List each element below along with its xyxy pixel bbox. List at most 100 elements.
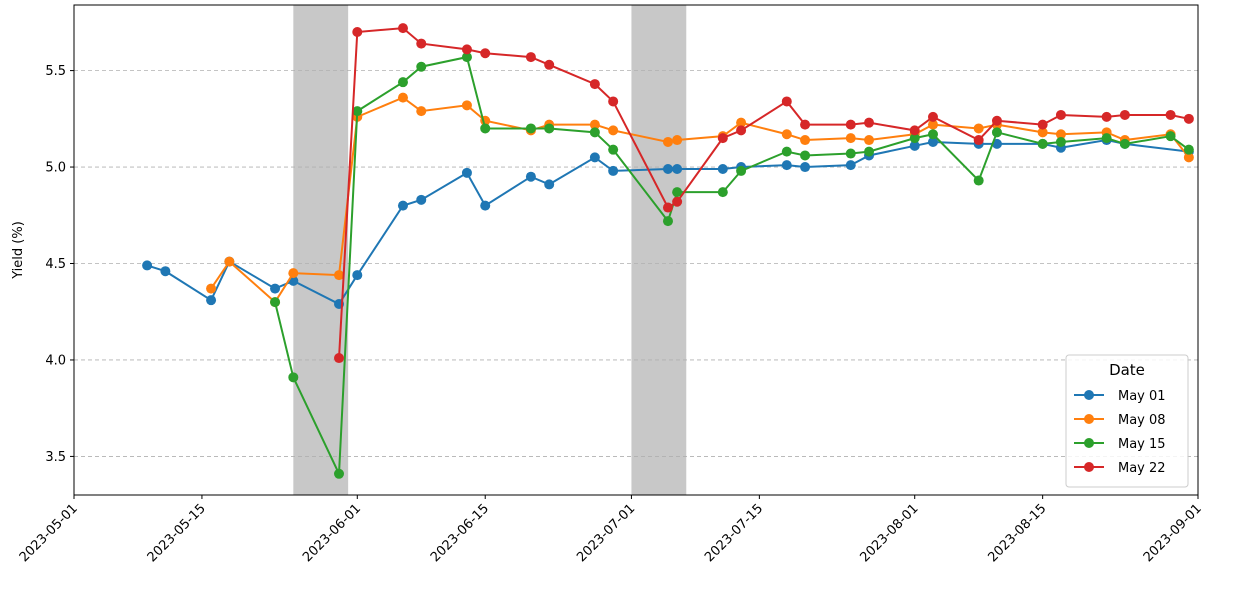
x-tick-label: 2023-08-01 [858, 501, 922, 565]
data-point [480, 200, 491, 211]
data-point [1037, 127, 1048, 138]
data-point [662, 136, 673, 147]
data-point [461, 167, 472, 178]
legend-marker [1084, 414, 1094, 424]
data-point [973, 175, 984, 186]
data-point [461, 100, 472, 111]
data-point [608, 165, 619, 176]
legend-label: May 08 [1118, 413, 1166, 428]
data-point [416, 38, 427, 49]
data-point [352, 27, 363, 38]
data-point [334, 270, 345, 281]
data-point [845, 133, 856, 144]
data-point [589, 127, 600, 138]
x-tick-label: 2023-06-01 [300, 501, 364, 565]
data-point [397, 23, 408, 34]
data-point [544, 59, 555, 70]
y-tick-label: 4.0 [45, 353, 66, 368]
data-point [800, 135, 811, 146]
x-tick-label: 2023-07-15 [702, 501, 766, 565]
data-point [662, 216, 673, 227]
data-point [845, 148, 856, 159]
series-line [338, 27, 1190, 359]
data-point [525, 123, 536, 134]
data-point [800, 119, 811, 130]
shaded-span [293, 5, 349, 495]
data-point [142, 260, 153, 271]
data-point [781, 146, 792, 157]
data-point [1037, 138, 1048, 149]
data-point [1101, 133, 1112, 144]
data-point [909, 140, 920, 151]
y-tick-label: 3.5 [45, 450, 66, 465]
data-point [717, 163, 728, 174]
data-point [927, 119, 938, 130]
data-point [781, 160, 792, 171]
data-point [608, 125, 619, 136]
data-point [909, 133, 920, 144]
data-point [206, 295, 217, 306]
y-tick-label: 5.5 [45, 64, 66, 79]
data-point [672, 187, 683, 198]
data-point [845, 119, 856, 130]
data-point [334, 468, 345, 479]
data-point [864, 135, 875, 146]
data-point [927, 136, 938, 147]
data-point [206, 283, 217, 294]
legend: Date May 01 May 08 May 15 May 22 [1065, 354, 1189, 488]
data-point [397, 77, 408, 88]
data-point [589, 79, 600, 90]
data-point [672, 196, 683, 207]
data-point [480, 123, 491, 134]
data-point [927, 129, 938, 140]
data-point [1055, 136, 1066, 147]
shaded-span [631, 5, 687, 495]
data-point [1183, 152, 1194, 163]
legend-marker [1084, 438, 1094, 448]
data-point [1165, 131, 1176, 142]
data-point [781, 129, 792, 140]
x-tick-label: 2023-05-15 [145, 501, 209, 565]
data-point [1183, 144, 1194, 155]
data-point [461, 44, 472, 55]
data-point [525, 52, 536, 63]
y-axis-label: Yield (%) [11, 221, 26, 280]
data-point [397, 92, 408, 103]
y-tick-label: 4.5 [45, 257, 66, 272]
legend-marker [1084, 390, 1094, 400]
data-point [270, 297, 281, 308]
data-point [717, 133, 728, 144]
data-point [909, 125, 920, 136]
data-point [662, 163, 673, 174]
data-point [608, 144, 619, 155]
legend-box [1065, 354, 1189, 488]
data-point [1037, 119, 1048, 130]
data-point [672, 135, 683, 146]
data-point [672, 163, 683, 174]
data-point [1055, 129, 1066, 140]
data-point [525, 171, 536, 182]
x-tick-label: 2023-06-15 [428, 501, 492, 565]
data-point [589, 152, 600, 163]
data-point [416, 194, 427, 205]
data-point [1165, 109, 1176, 120]
x-tick-label: 2023-05-01 [17, 501, 81, 565]
x-tick-label: 2023-09-01 [1141, 501, 1205, 565]
data-point [589, 119, 600, 130]
data-point [973, 135, 984, 146]
data-point [416, 106, 427, 117]
data-point [160, 266, 171, 277]
data-point [1119, 109, 1130, 120]
data-point [397, 200, 408, 211]
plot-frame [73, 4, 1199, 496]
data-point [845, 160, 856, 171]
data-point [334, 353, 345, 364]
data-point [736, 125, 747, 136]
data-point [544, 123, 555, 134]
data-point [864, 117, 875, 128]
data-point [991, 115, 1002, 126]
data-point [416, 61, 427, 72]
data-point [864, 146, 875, 157]
x-tick-label: 2023-07-01 [574, 501, 638, 565]
